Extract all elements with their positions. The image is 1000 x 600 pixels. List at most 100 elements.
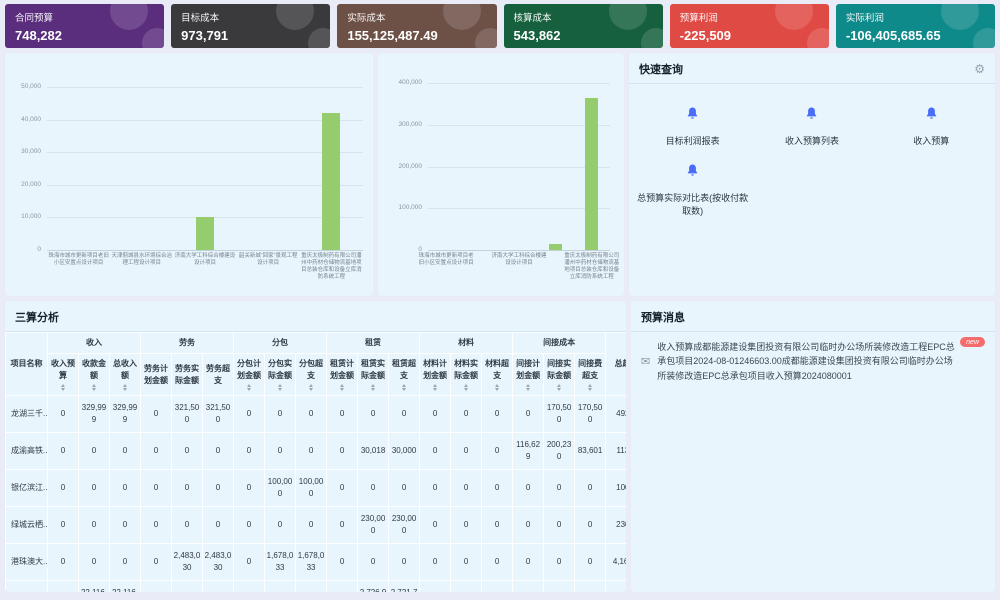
sort-icon[interactable] [421,384,449,391]
chart-gridline [47,250,363,251]
table-row[interactable]: 港珠澳大... 0 0 0 0 2,483,030 2,483,030 0 1,678,033 1… [5,543,626,581]
column-header: 劳务超支 [202,353,235,396]
sort-icon[interactable] [297,384,325,391]
sort-desc-icon [92,388,96,391]
value-cell: 0 [481,395,514,433]
sort-icon[interactable] [514,384,542,391]
sort-desc-icon [526,388,531,391]
value-cell: 116,629 [512,432,545,470]
value-cell: 0 [543,469,576,507]
value-cell: 0 [108,506,142,544]
value-cell: 30,018 [357,432,390,470]
column-header[interactable]: 间接费超支 [574,353,607,396]
y-axis-tick-label: 200,000 [398,162,423,170]
value-cell: 0 [419,506,452,544]
chart-gridline [47,152,363,154]
column-header[interactable]: 间接计划金额 [512,353,545,396]
column-header[interactable]: 租赁计划金额 [326,353,359,396]
table-row[interactable]: 成都能源...022,116.0422,116.04034,113000002,… [5,580,626,592]
table-row[interactable]: 龙湖三千... 0 329,999 329,999 0 321,500 321,500 0 0 0… [5,395,626,433]
value-cell: 0 [357,469,390,507]
sort-asc-icon [526,384,531,387]
column-header[interactable]: 分包计划金额 [233,353,266,396]
analysis-title: 三算分析 [15,312,59,324]
value-cell: 0 [47,580,79,592]
value-cell: 113,601 [605,432,626,470]
value-cell: 0 [512,580,545,592]
quick-query-item[interactable]: 总预算实际对比表(按收付款取数) [633,163,752,217]
value-cell: 2,721,705 [388,580,421,592]
value-cell: 0 [481,469,514,507]
value-cell: 0 [47,506,79,544]
column-header[interactable]: 收款金额 [78,353,110,396]
column-header[interactable]: 总收入额 [108,353,142,396]
sort-icon[interactable] [545,384,573,391]
column-header[interactable]: 材料实际金额 [450,353,483,396]
value-cell: 0 [78,506,110,544]
sort-icon[interactable] [576,384,604,391]
y-axis-tick-label: 50,000 [21,83,41,90]
value-cell: 0 [419,580,452,592]
sort-icon[interactable] [111,384,139,391]
value-cell: 0 [233,469,266,507]
chart-gridline [47,87,363,88]
column-header[interactable]: 材料超支 [481,353,514,396]
value-cell: 10,681 [543,580,576,592]
quick-query-item[interactable]: 目标利润报表 [633,106,752,147]
sort-asc-icon [464,384,469,387]
column-header-label: 收入预算 [51,359,75,380]
y-axis-tick-label: 0 [37,246,41,253]
sort-icon[interactable] [390,384,418,391]
sort-icon[interactable] [483,384,511,391]
column-header-label: 间接实际金额 [547,359,572,380]
sort-icon[interactable] [266,384,294,391]
sort-desc-icon [309,388,314,391]
value-cell: 0 [419,395,452,433]
sort-icon[interactable] [328,384,356,391]
sort-asc-icon [61,384,65,387]
chart-gridline [428,83,610,84]
message-item[interactable]: ✉ 收入预算成都能源建设集团投资有限公司临时办公场所装修改造工程EPC总承包项目2… [641,337,985,383]
sort-icon[interactable] [359,384,387,391]
value-cell: 492,000 [605,395,626,433]
column-group-header: 租赁 [326,332,421,354]
table-row[interactable]: 成渝高铁... 0 0 0 0 0 0 0 0 0 0 30,018 30,000 0 0 0 116,629 2… [5,432,626,470]
column-header[interactable]: 分包超支 [295,353,328,396]
value-cell: 0 [108,432,142,470]
column-header[interactable]: 租赁实际金额 [357,353,390,396]
column-header: 劳务实际金额 [171,353,204,396]
column-header[interactable]: 租赁超支 [388,353,421,396]
table-row[interactable]: 银亿滨江...0000000100,000100,000000000000100… [5,469,626,507]
value-cell: 0 [512,506,545,544]
value-cell: 230,000 [357,506,390,544]
value-cell: 0 [264,506,297,544]
kpi-card-label: 实际利润 [845,13,884,24]
column-header[interactable]: 分包实际金额 [264,353,297,396]
value-cell: 0 [202,432,235,470]
quick-query-item-label: 收入预算 [913,136,950,146]
value-cell: 0 [357,543,390,581]
sort-icon[interactable] [49,384,77,391]
column-group-header: 收入 [46,332,142,354]
bell-icon [686,164,699,182]
quick-query-header: 快速查询 ⚙ [629,53,995,84]
table-row[interactable]: 绿城云栖...0000000000230,000230,000000000230… [5,506,626,544]
sort-icon[interactable] [452,384,480,391]
quick-query-item[interactable]: 收入预算列表 [752,106,871,147]
column-header[interactable]: 材料计划金额 [419,353,452,396]
column-header-label: 分包计划金额 [237,359,262,380]
column-header[interactable]: 收入预算 [47,353,79,396]
value-cell: 0 [326,432,359,470]
sort-icon[interactable] [80,384,108,391]
column-header[interactable]: 间接实际金额 [543,353,576,396]
sort-desc-icon [433,388,438,391]
gear-icon[interactable]: ⚙ [974,62,985,76]
value-cell: 0 [419,469,452,507]
quick-query-item[interactable]: 收入预算 [872,106,991,147]
value-cell: 0 [388,469,421,507]
value-cell: 88,104 [450,580,483,592]
sort-icon[interactable] [235,384,263,391]
column-header-label: 材料实际金额 [454,359,479,380]
sort-desc-icon [247,388,252,391]
y-axis-tick-label: 100,000 [398,204,423,212]
